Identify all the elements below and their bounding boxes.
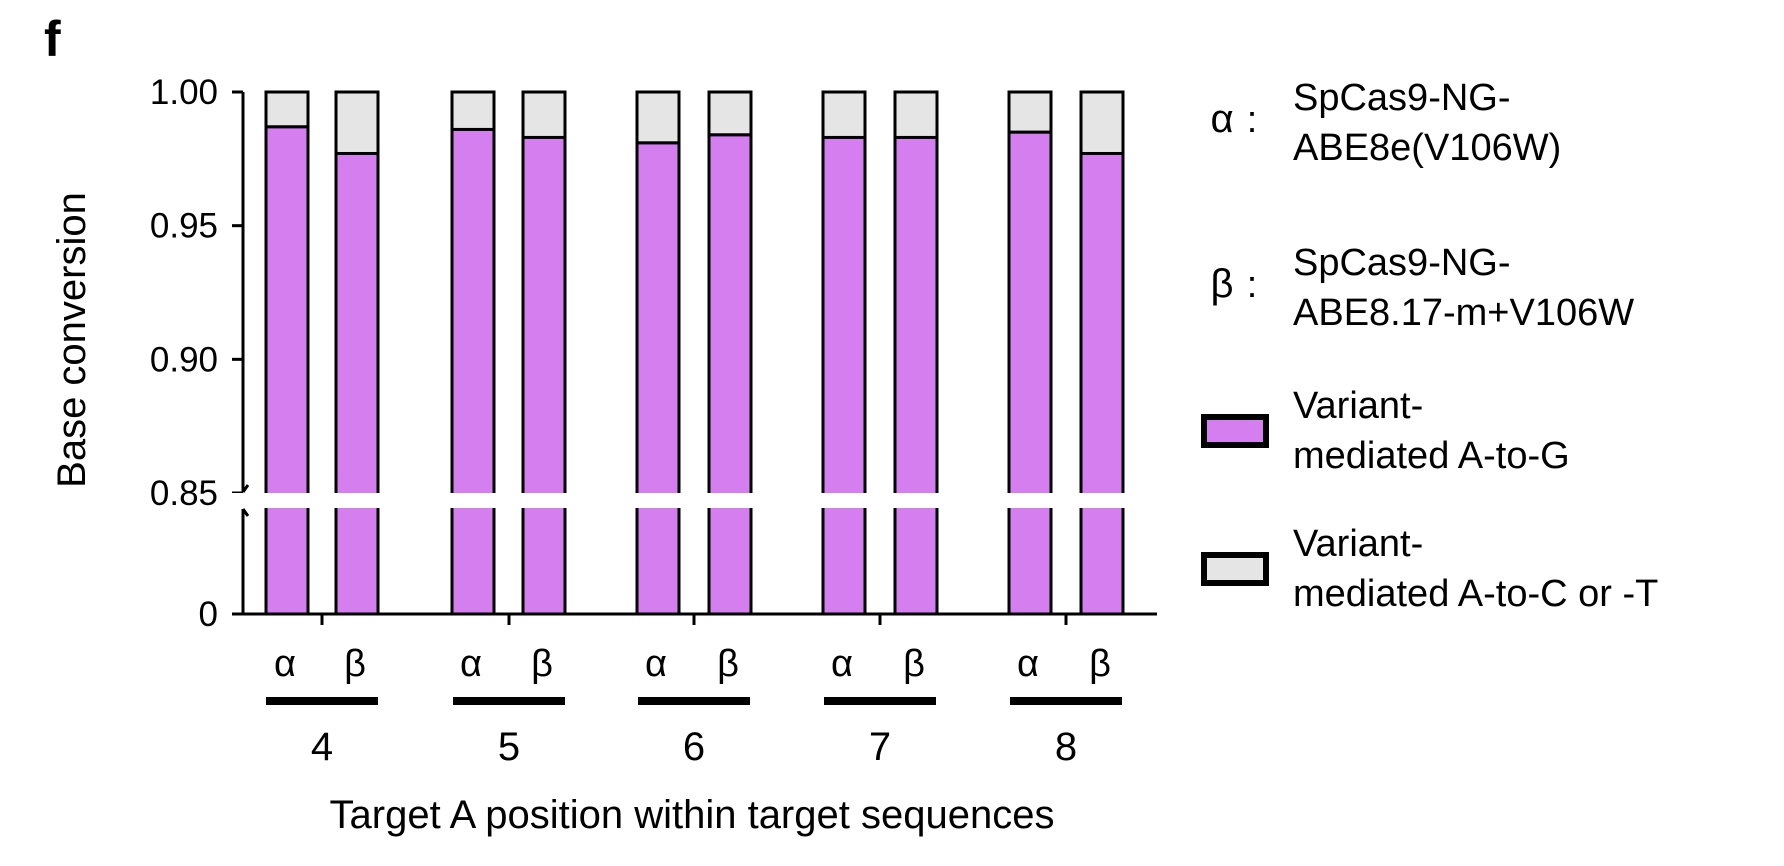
- x-member-label: α: [645, 643, 667, 685]
- y-tick-label: 1.00: [150, 73, 218, 112]
- axis-break-gap: [230, 493, 1160, 508]
- bar-a-to-g: [707, 133, 753, 616]
- x-member-label: β: [1089, 643, 1111, 685]
- legend-entry-text: Variant-: [1293, 385, 1423, 427]
- legend-separator: :: [1247, 99, 1258, 141]
- group-bracket: [266, 697, 378, 705]
- bar-a-to-g: [635, 141, 681, 616]
- bar-a-to-c-or-t: [264, 90, 310, 129]
- legend-symbol: α: [1210, 97, 1233, 141]
- bar-a-to-g: [334, 151, 380, 616]
- y-tick-label: 0.95: [150, 207, 218, 246]
- x-group-label: 6: [683, 725, 705, 769]
- legend-swatch: [1201, 552, 1269, 586]
- x-group-label: 5: [498, 725, 520, 769]
- bar-a-to-c-or-t: [893, 90, 939, 139]
- bar-a-to-g: [450, 127, 496, 616]
- x-member-label: α: [831, 643, 853, 685]
- legend-entry-text: mediated A-to-C or -T: [1293, 573, 1658, 615]
- bar-a-to-c-or-t: [821, 90, 867, 139]
- group-bracket: [453, 697, 565, 705]
- y-axis-label: Base conversion: [50, 192, 94, 488]
- legend-symbol: β: [1210, 262, 1233, 306]
- y-tick-label: 0.90: [150, 340, 218, 379]
- x-group-label: 4: [311, 725, 333, 769]
- legend-separator: :: [1247, 264, 1258, 306]
- bar-a-to-c-or-t: [1007, 90, 1053, 134]
- bar-a-to-g: [1007, 130, 1053, 616]
- legend: α: SpCas9-NG- ABE8e(V106W) β: SpCas9-NG- ABE8…: [1201, 77, 1658, 615]
- bar-a-to-c-or-t: [707, 90, 753, 137]
- x-group-label: 7: [869, 725, 891, 769]
- bar-a-to-c-or-t: [635, 90, 681, 145]
- axis-break-mark-lower: [241, 508, 250, 517]
- bar-a-to-c-or-t: [450, 90, 496, 131]
- bar-a-to-c-or-t: [521, 90, 567, 139]
- x-member-label: α: [274, 643, 296, 685]
- bar-a-to-c-or-t: [334, 90, 380, 155]
- bar-a-to-g: [521, 135, 567, 616]
- y-tick-label: 0: [199, 595, 218, 634]
- legend-entry-text: mediated A-to-G: [1293, 435, 1570, 477]
- bar-a-to-g: [1079, 151, 1125, 616]
- x-member-label: β: [531, 643, 553, 685]
- x-member-label: α: [1017, 643, 1039, 685]
- group-bracket: [638, 697, 750, 705]
- y-tick-label: 0.85: [150, 474, 218, 513]
- bar-a-to-g: [264, 125, 310, 616]
- bar-a-to-c-or-t: [1079, 90, 1125, 155]
- legend-entry-text: Variant-: [1293, 523, 1423, 565]
- x-axis-label: Target A position within target sequence…: [330, 793, 1055, 837]
- bar-a-to-g: [893, 135, 939, 616]
- x-member-label: β: [903, 643, 925, 685]
- panel-letter: f: [44, 11, 61, 67]
- x-member-label: α: [460, 643, 482, 685]
- x-member-label: β: [717, 643, 739, 685]
- legend-swatch: [1201, 414, 1269, 448]
- legend-definition-text: ABE8e(V106W): [1293, 127, 1561, 169]
- x-group-label: 8: [1055, 725, 1077, 769]
- axis-break-mark-upper: [241, 484, 250, 493]
- legend-definition-text: ABE8.17-m+V106W: [1293, 292, 1634, 334]
- legend-definition-text: SpCas9-NG-: [1293, 242, 1511, 284]
- bar-a-to-g: [821, 135, 867, 616]
- group-bracket: [824, 697, 936, 705]
- x-member-label: β: [344, 643, 366, 685]
- group-bracket: [1010, 697, 1122, 705]
- legend-definition-text: SpCas9-NG-: [1293, 77, 1511, 119]
